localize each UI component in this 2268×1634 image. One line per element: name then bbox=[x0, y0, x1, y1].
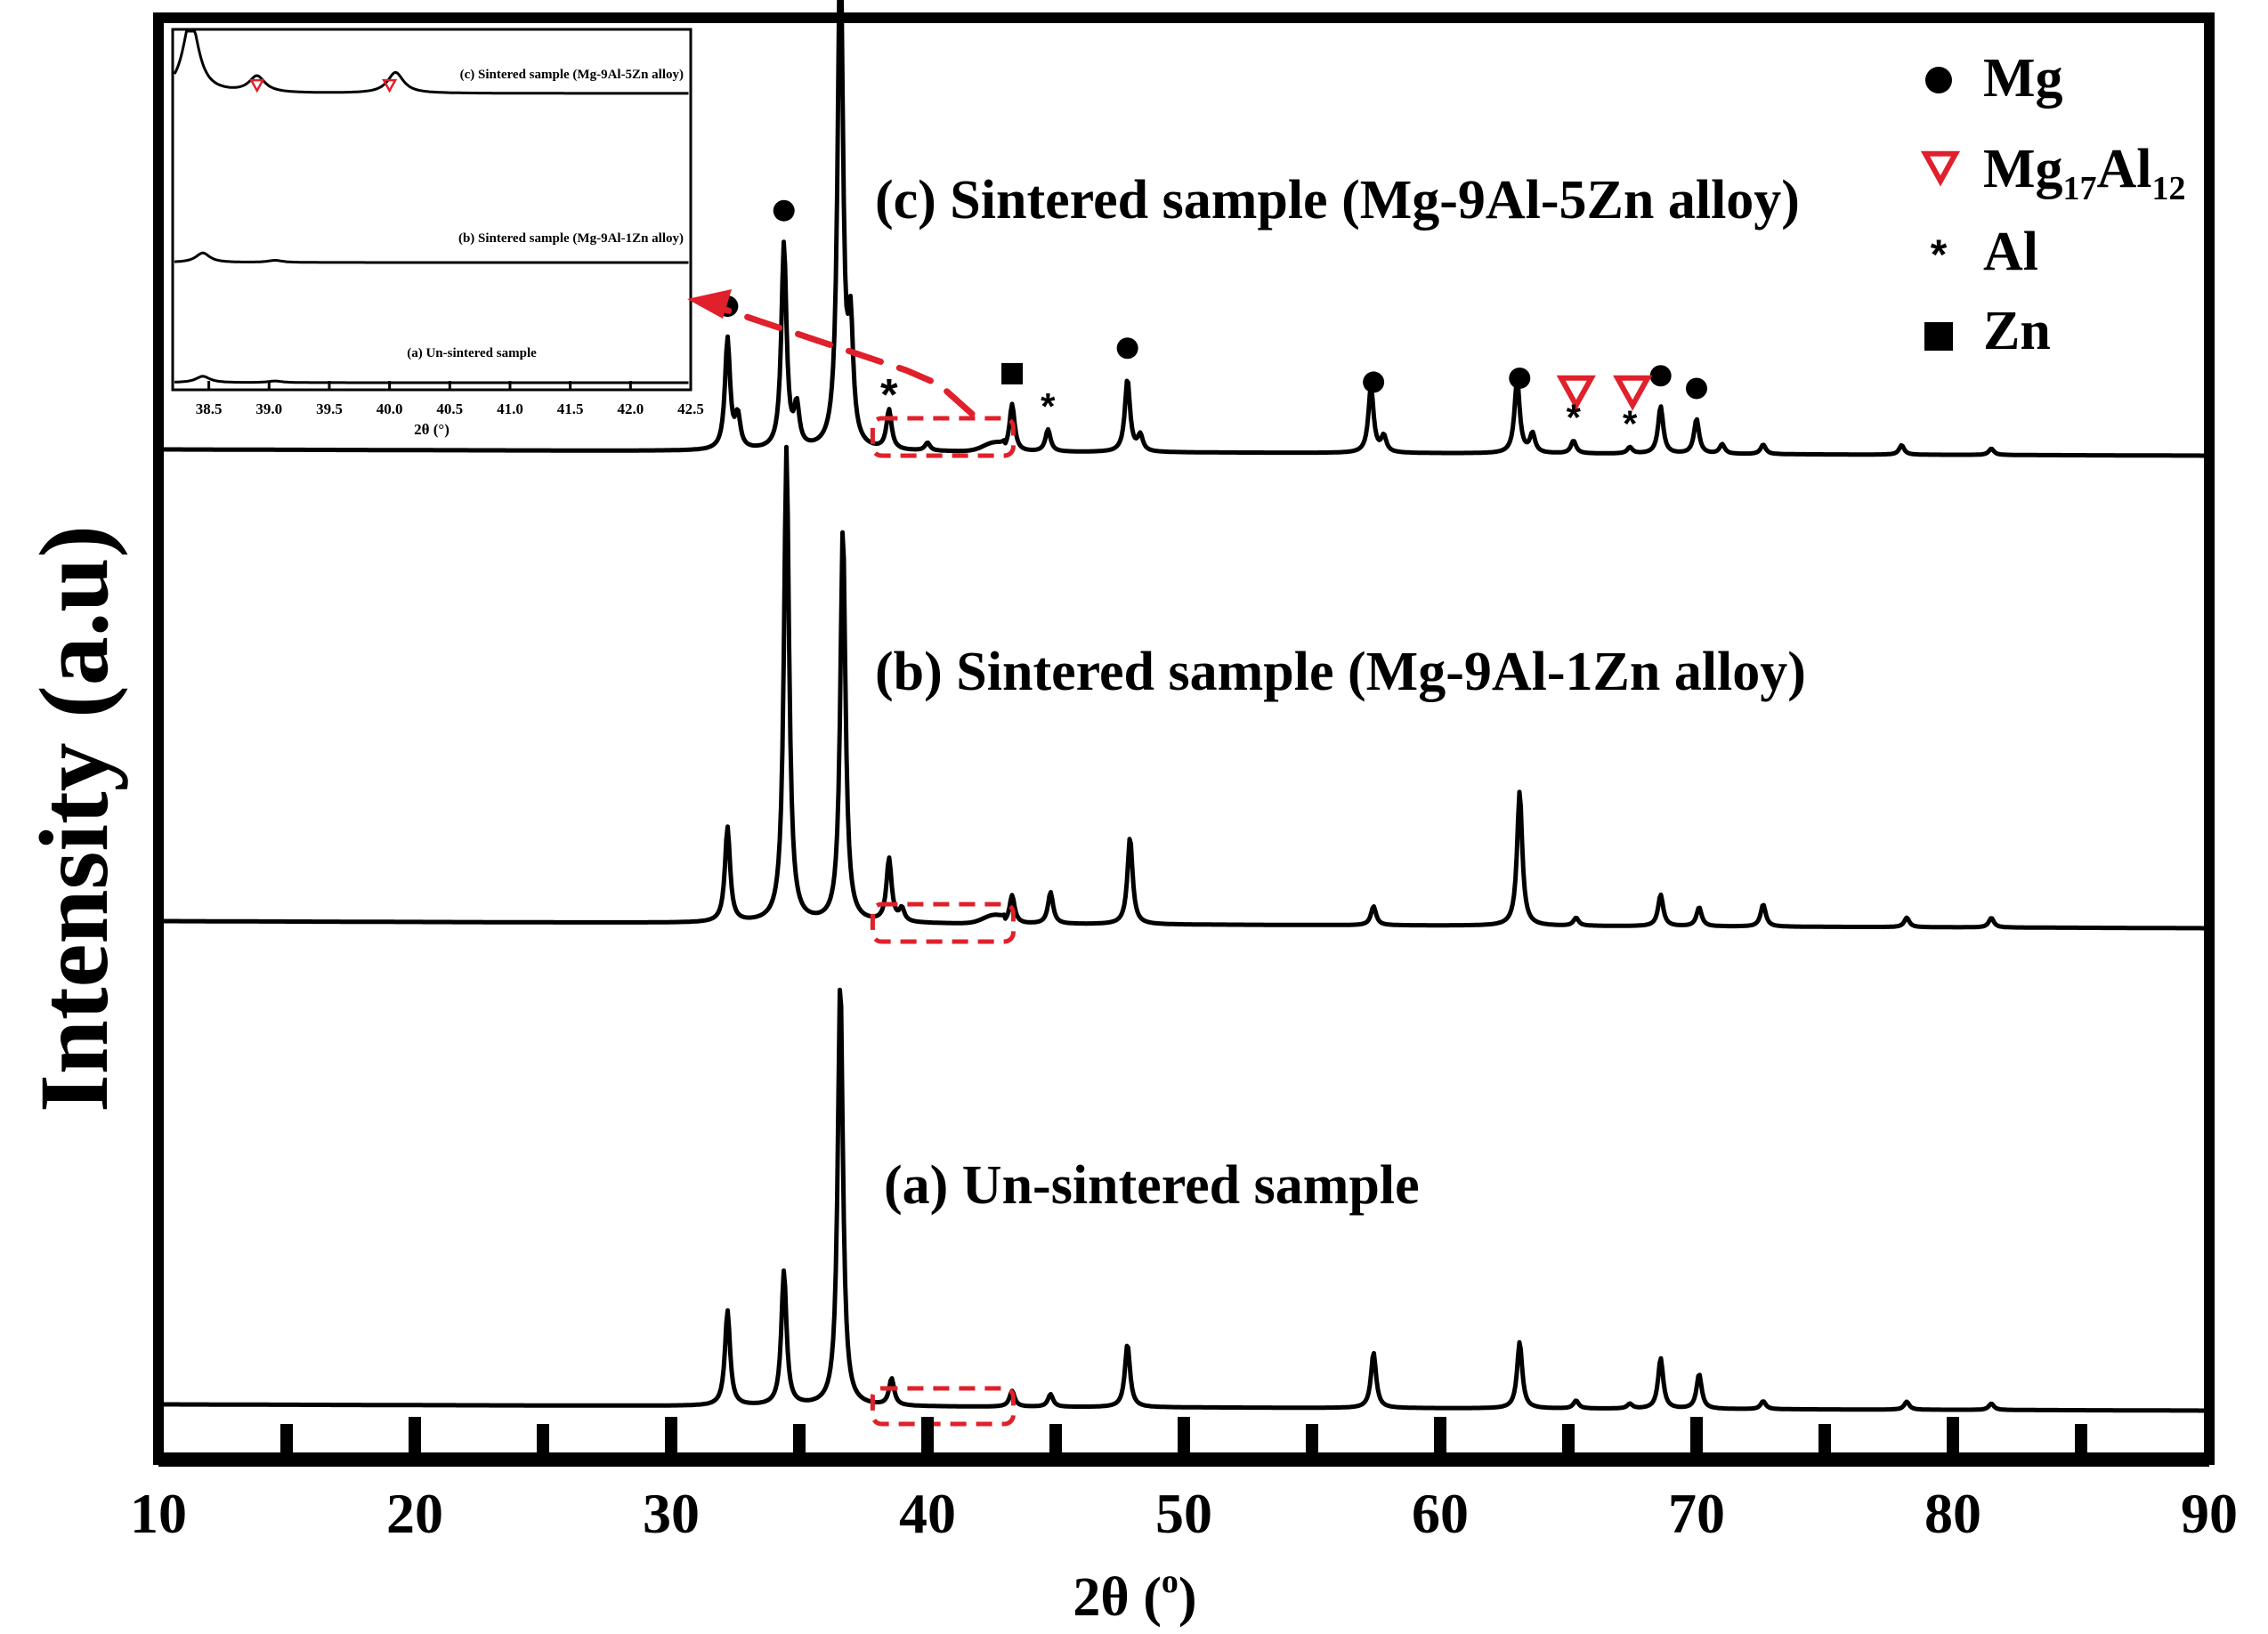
pointer-dash bbox=[722, 306, 976, 417]
highlight-box-c bbox=[870, 416, 1016, 458]
x-tick-40 bbox=[921, 1417, 934, 1460]
marker-al-2: * bbox=[1567, 397, 1582, 439]
marker-mg-4 bbox=[1363, 371, 1385, 393]
inset-triangle-0 bbox=[249, 78, 265, 93]
inset-tick-label-0: 38.5 bbox=[196, 400, 223, 417]
inset-x-title: 2θ (°) bbox=[414, 421, 450, 438]
inset-tick-label-5: 41.0 bbox=[497, 400, 523, 417]
highlight-boxes bbox=[870, 416, 1016, 1427]
x-tick-65 bbox=[1562, 1424, 1575, 1460]
legend-symbol-al: * bbox=[1931, 231, 1948, 279]
legend-label-1: Mg17Al12 bbox=[1983, 139, 2186, 207]
inset-frame bbox=[171, 28, 693, 392]
highlight-box-a bbox=[870, 1386, 1016, 1427]
x-tick-80 bbox=[1947, 1417, 1959, 1460]
marker-zn-0 bbox=[1001, 362, 1024, 384]
marker-mg-3 bbox=[1116, 337, 1138, 360]
marker-al-0: * bbox=[880, 368, 898, 419]
x-tick-15 bbox=[280, 1424, 293, 1460]
x-tick-label-70: 70 bbox=[1668, 1482, 1725, 1545]
x-tick-label-40: 40 bbox=[899, 1482, 956, 1545]
inset-triangle-1 bbox=[382, 78, 398, 93]
x-tick-75 bbox=[1818, 1424, 1831, 1460]
series-line-c bbox=[159, 0, 2208, 458]
marker-mg-1 bbox=[773, 199, 795, 222]
legend: Mg Mg17Al12 * Al Zn bbox=[1920, 48, 2186, 361]
legend-label-3: Zn bbox=[1983, 301, 2051, 361]
series-line-b bbox=[159, 444, 2208, 931]
inset-line-c bbox=[173, 29, 689, 95]
pointer-arrowhead bbox=[687, 289, 732, 319]
inset-panel: (c) Sintered sample (Mg-9Al-5Zn alloy) (b… bbox=[171, 28, 704, 438]
legend-label-0: Mg bbox=[1983, 48, 2063, 109]
x-tick-60 bbox=[1434, 1417, 1446, 1460]
marker-mg17al12-0 bbox=[1556, 375, 1596, 411]
x-axis-title: 2θ (o) bbox=[1073, 1563, 1196, 1628]
marker-mg-5 bbox=[1509, 367, 1531, 389]
legend-symbol-mg bbox=[1925, 67, 1952, 93]
x-tick-label-80: 80 bbox=[1924, 1482, 1981, 1545]
legend-label-2: Al bbox=[1983, 222, 2038, 282]
series-label-b: (b) Sintered sample (Mg-9Al-1Zn alloy) bbox=[875, 642, 1806, 702]
inset-tick-label-2: 39.5 bbox=[316, 400, 343, 417]
inset-label-a: (a) Un-sintered sample bbox=[407, 346, 537, 360]
inset-label-c: (c) Sintered sample (Mg-9Al-5Zn alloy) bbox=[460, 68, 684, 82]
x-tick-50 bbox=[1178, 1417, 1190, 1460]
inset-tick-label-6: 41.5 bbox=[557, 400, 584, 417]
inset-tick-label-7: 42.0 bbox=[617, 400, 644, 417]
x-tick-label-50: 50 bbox=[1155, 1482, 1212, 1545]
inset-tick-label-3: 40.0 bbox=[377, 400, 403, 417]
legend-symbol-zn bbox=[1924, 322, 1953, 351]
x-tick-35 bbox=[793, 1424, 806, 1460]
x-tick-label-10: 10 bbox=[130, 1482, 187, 1545]
main-curves bbox=[159, 0, 2208, 1413]
series-label-c: (c) Sintered sample (Mg-9Al-5Zn alloy) bbox=[875, 170, 1800, 231]
x-tick-70 bbox=[1690, 1417, 1703, 1460]
inset-line-b bbox=[174, 251, 689, 264]
x-ticks: 10 20 30 40 50 60 70 80 90 bbox=[130, 1417, 2238, 1545]
marker-mg17al12-1 bbox=[1613, 375, 1653, 411]
series-label-a: (a) Un-sintered sample bbox=[884, 1155, 1420, 1216]
x-tick-45 bbox=[1049, 1424, 1062, 1460]
x-tick-30 bbox=[665, 1417, 677, 1460]
x-tick-label-30: 30 bbox=[643, 1482, 700, 1545]
x-tick-20 bbox=[409, 1417, 421, 1460]
inset-label-b: (b) Sintered sample (Mg-9Al-1Zn alloy) bbox=[458, 231, 684, 246]
inset-tick-label-4: 40.5 bbox=[436, 400, 463, 417]
marker-al-3: * bbox=[1623, 403, 1638, 445]
x-tick-25 bbox=[537, 1424, 549, 1460]
x-tick-label-60: 60 bbox=[1412, 1482, 1469, 1545]
inset-tick-label-8: 42.5 bbox=[677, 400, 704, 417]
y-axis-title: Intensity (a.u) bbox=[20, 525, 128, 1112]
legend-symbol-mg17al12 bbox=[1920, 150, 1961, 187]
series-line-a bbox=[159, 987, 2208, 1413]
marker-mg-7 bbox=[1686, 377, 1707, 400]
x-tick-55 bbox=[1306, 1424, 1318, 1460]
x-tick-85 bbox=[2075, 1424, 2087, 1460]
inset-tick-label-1: 39.0 bbox=[255, 400, 282, 417]
x-tick-label-90: 90 bbox=[2181, 1482, 2238, 1545]
phase-markers: * * * * bbox=[717, 199, 1707, 445]
marker-mg-6 bbox=[1649, 365, 1672, 387]
inset-pointer bbox=[687, 289, 976, 417]
x-tick-label-20: 20 bbox=[386, 1482, 443, 1545]
inset-line-a bbox=[174, 375, 689, 384]
highlight-box-b bbox=[870, 902, 1016, 944]
marker-al-1: * bbox=[1041, 385, 1056, 427]
